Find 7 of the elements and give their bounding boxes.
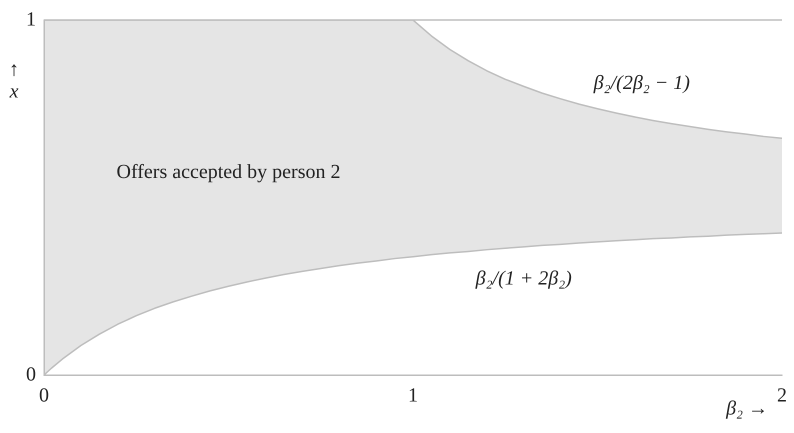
annotation: β₂/(2β₂ − 1) <box>592 72 690 94</box>
x-tick-label: 1 <box>408 384 418 406</box>
x-tick-label: 2 <box>777 384 787 406</box>
y-axis-title: ↑ x <box>8 58 19 102</box>
annotation: Offers accepted by person 2 <box>116 160 340 183</box>
annotation: β₂/(1 + 2β₂) <box>474 267 572 290</box>
x-axis-title: β₂ → <box>725 397 768 420</box>
